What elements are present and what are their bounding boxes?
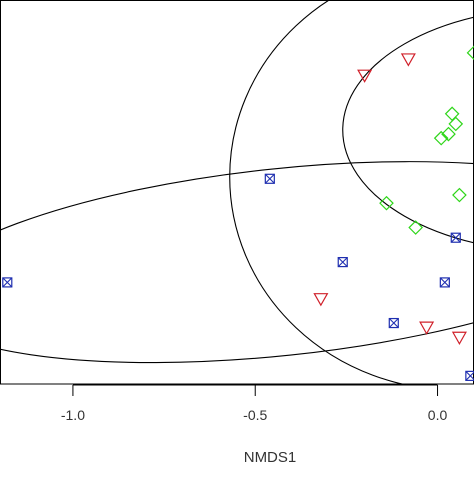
point-layer xyxy=(3,46,474,380)
plot-border xyxy=(1,1,474,385)
data-point-boxed-x-2 xyxy=(265,174,274,183)
plot-frame xyxy=(1,1,474,385)
x-axis: -1.0 -0.5 0.0 xyxy=(61,385,448,423)
data-point-boxed-x-6 xyxy=(451,233,460,242)
data-point-triangle-down-3 xyxy=(314,294,327,306)
data-point-boxed-x-1 xyxy=(3,278,12,287)
x-tick-label-2: -0.5 xyxy=(243,407,267,423)
data-point-triangle-down-5 xyxy=(453,332,466,344)
data-point-diamond-7 xyxy=(409,221,422,234)
confidence-ellipse-3 xyxy=(343,8,474,252)
data-point-diamond-8 xyxy=(453,189,466,202)
x-tick-label-3: 0.0 xyxy=(428,407,448,423)
ellipse-layer xyxy=(0,0,474,393)
data-point-triangle-down-4 xyxy=(420,322,433,334)
confidence-ellipse-2 xyxy=(0,131,474,393)
data-point-boxed-x-3 xyxy=(338,258,347,267)
x-axis-label: NMDS1 xyxy=(244,449,297,466)
x-tick-label-1: -1.0 xyxy=(61,407,85,423)
data-point-boxed-x-4 xyxy=(389,319,398,328)
data-point-triangle-down-2 xyxy=(402,54,415,65)
data-point-boxed-x-7 xyxy=(466,371,474,380)
data-point-boxed-x-5 xyxy=(440,278,449,287)
